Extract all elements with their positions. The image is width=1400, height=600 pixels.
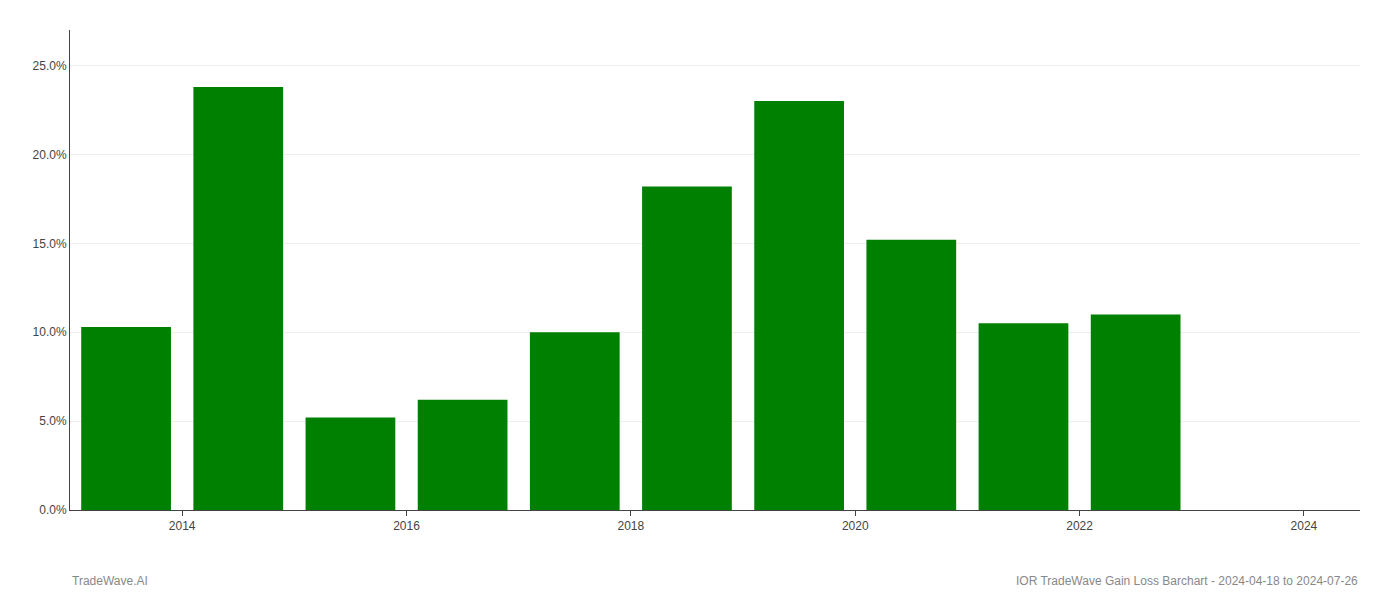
svg-text:10.0%: 10.0% (33, 325, 67, 339)
svg-text:2018: 2018 (618, 519, 645, 533)
svg-text:2024: 2024 (1291, 519, 1318, 533)
svg-text:20.0%: 20.0% (33, 148, 67, 162)
svg-text:5.0%: 5.0% (39, 414, 67, 428)
svg-text:TradeWave.AI: TradeWave.AI (72, 574, 148, 588)
svg-text:15.0%: 15.0% (33, 237, 67, 251)
svg-text:25.0%: 25.0% (33, 59, 67, 73)
svg-text:2014: 2014 (169, 519, 196, 533)
svg-text:0.0%: 0.0% (39, 503, 67, 517)
svg-text:IOR TradeWave Gain Loss Barcha: IOR TradeWave Gain Loss Barchart - 2024-… (1016, 574, 1358, 588)
svg-text:2020: 2020 (842, 519, 869, 533)
svg-text:2022: 2022 (1066, 519, 1093, 533)
svg-text:2016: 2016 (393, 519, 420, 533)
